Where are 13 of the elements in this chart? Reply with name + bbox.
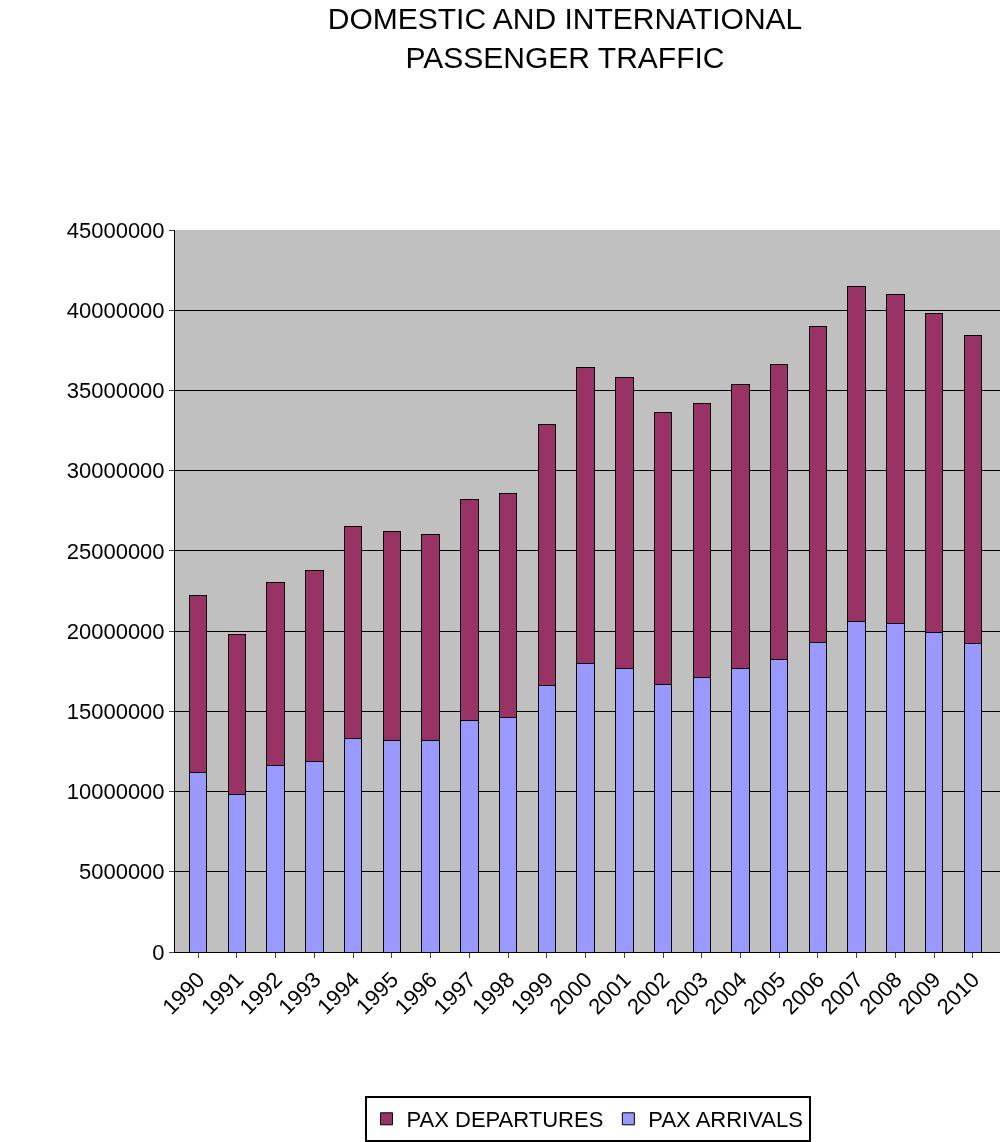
legend-label: PAX ARRIVALS [648,1107,803,1133]
y-tick-label: 10000000 [66,779,165,805]
y-tick-label: 35000000 [66,378,165,404]
y-tick-label: 5000000 [78,859,165,885]
chart-title: DOMESTIC AND INTERNATIONAL PASSENGER TRAFFIC [327,1,803,74]
y-tick-label: 20000000 [66,618,165,644]
y-tick-label: 40000000 [66,297,165,323]
y-tick-label: 45000000 [66,217,165,243]
legend-label: PAX DEPARTURES [406,1107,604,1133]
y-tick-label: 0 [152,939,165,965]
y-tick-label: 25000000 [66,538,165,564]
y-tick-label: 15000000 [66,699,165,725]
y-tick-label: 30000000 [66,458,165,484]
